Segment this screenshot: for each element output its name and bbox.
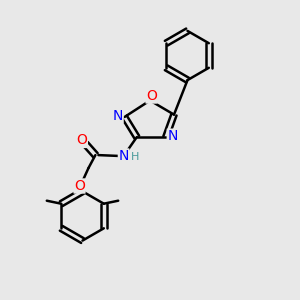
Text: O: O [146, 89, 157, 103]
Text: O: O [76, 134, 87, 147]
Text: N: N [113, 109, 123, 122]
Text: N: N [118, 149, 129, 163]
Text: H: H [131, 152, 139, 163]
Text: O: O [74, 179, 85, 193]
Text: N: N [167, 129, 178, 143]
